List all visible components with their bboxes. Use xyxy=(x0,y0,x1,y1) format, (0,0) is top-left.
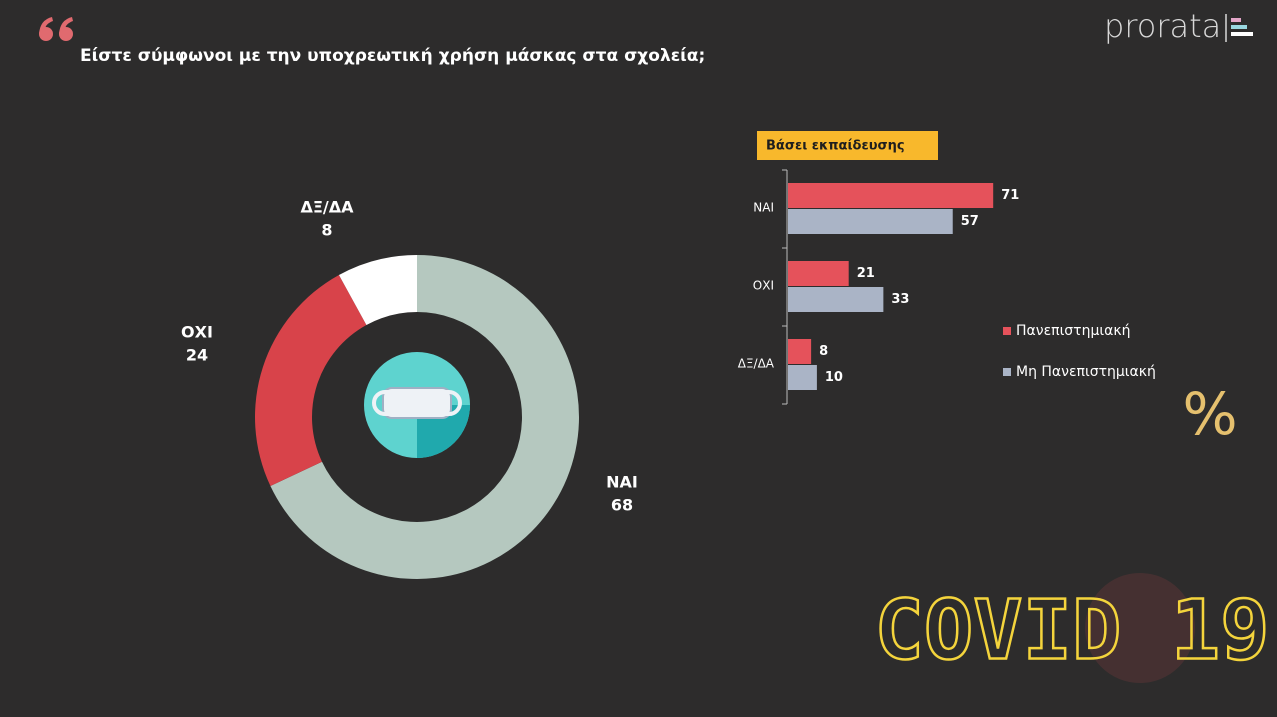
legend-swatch xyxy=(1003,327,1011,335)
legend-swatch xyxy=(1003,368,1011,376)
mask-icon-strap xyxy=(372,390,462,416)
category-label: ΝΑΙ xyxy=(753,201,774,215)
virus-image xyxy=(1085,573,1195,683)
brand-mark xyxy=(1225,14,1253,42)
bar xyxy=(788,287,884,312)
bar xyxy=(788,365,817,390)
donut-slice xyxy=(255,275,367,486)
slice-value: 8 xyxy=(321,221,332,240)
bar-chart: ΝΑΙ 71 57 ΟΧΙ 21 33 ΔΞ/ΔΑ 8 10 Πανεπιστημιακή Μη Π… xyxy=(738,169,1156,405)
bar xyxy=(788,261,849,286)
bar xyxy=(788,183,994,208)
bar-value: 57 xyxy=(961,214,979,229)
subtitle-box xyxy=(757,131,938,160)
slice-label: ΔΞ/ΔΑ xyxy=(300,198,354,217)
bar-value: 10 xyxy=(825,370,843,385)
legend-label: Μη Πανεπιστημιακή xyxy=(1016,364,1156,380)
slice-value: 68 xyxy=(611,496,633,515)
page-title: Είστε σύμφωνοι με την υποχρεωτική χρήση … xyxy=(80,46,705,66)
bar xyxy=(788,209,953,234)
percent-icon: % xyxy=(1182,380,1237,448)
category-label: ΔΞ/ΔΑ xyxy=(738,357,775,371)
slice-label: ΝΑΙ xyxy=(606,473,638,492)
brand-logo: prorata xyxy=(1104,7,1221,45)
slice-label: ΟΧΙ xyxy=(181,323,213,342)
donut-slice xyxy=(270,255,580,580)
bar-value: 33 xyxy=(891,292,909,307)
covid-badge: COVID 19 xyxy=(875,583,1270,678)
legend-label: Πανεπιστημιακή xyxy=(1016,323,1130,339)
bar xyxy=(788,339,812,364)
donut-slice xyxy=(338,255,417,325)
quote-icon xyxy=(39,17,73,41)
slice-value: 24 xyxy=(186,346,208,365)
bar-value: 21 xyxy=(857,266,875,281)
category-label: ΟΧΙ xyxy=(753,279,774,293)
mask-icon xyxy=(382,387,452,419)
donut-chart: ΝΑΙ 68 ΟΧΙ 24 ΔΞ/ΔΑ 8 xyxy=(181,198,638,580)
bar-value: 71 xyxy=(1001,188,1019,203)
bar-value: 8 xyxy=(819,344,828,359)
chart-subtitle: Βάσει εκπαίδευσης xyxy=(766,139,905,154)
